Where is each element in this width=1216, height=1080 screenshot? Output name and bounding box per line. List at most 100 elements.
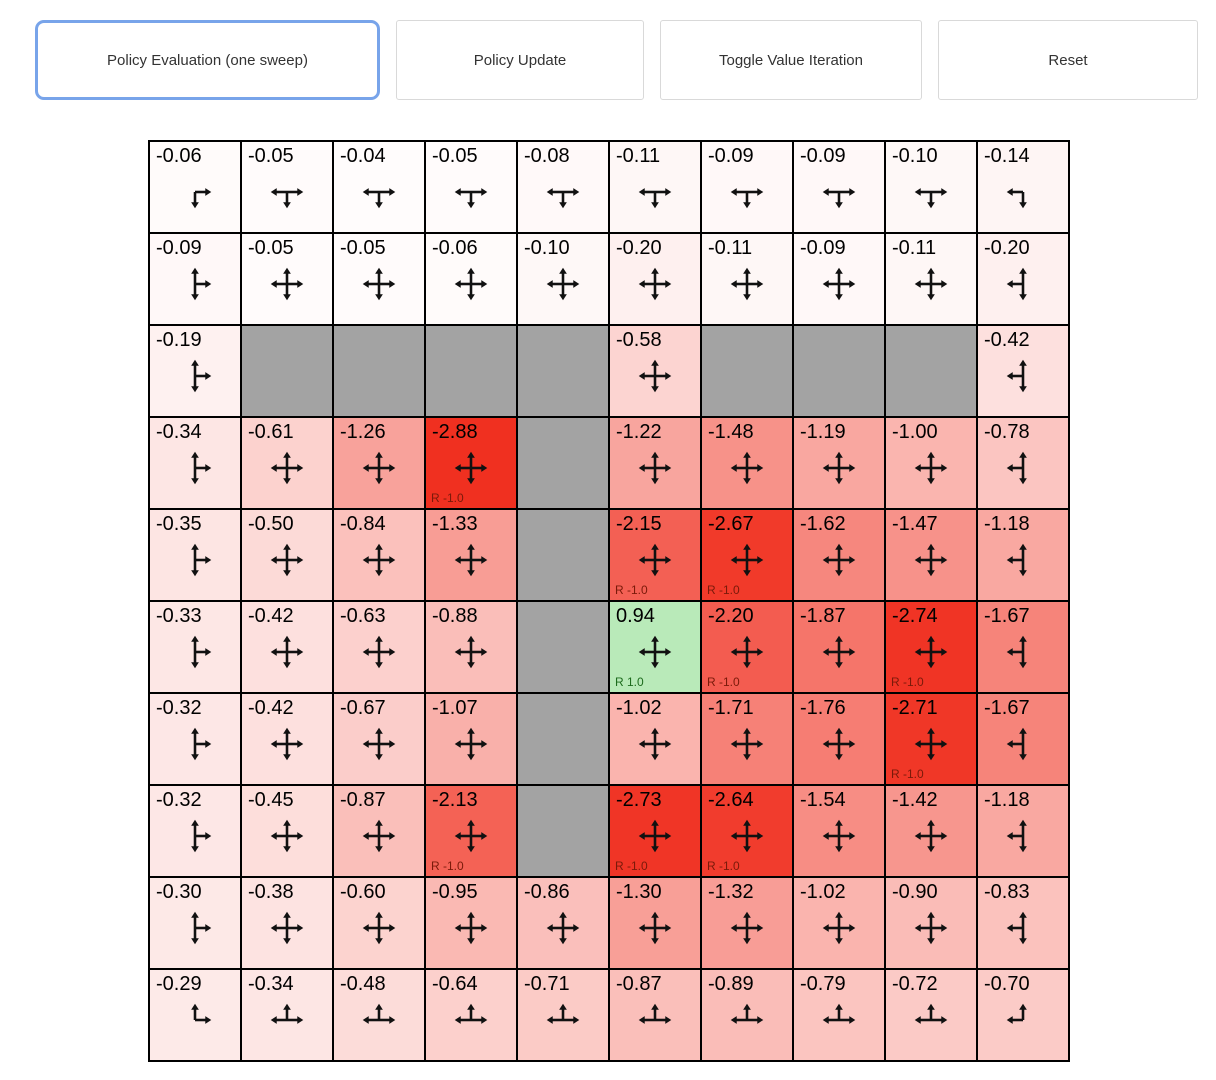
wall-cell — [793, 325, 885, 417]
cell-value: -0.35 — [156, 513, 202, 535]
policy-update-button[interactable]: Policy Update — [396, 20, 644, 100]
grid-cell: -0.14 — [977, 141, 1069, 233]
cell-value: -0.32 — [156, 697, 202, 719]
grid-cell: -1.22 — [609, 417, 701, 509]
policy-arrows-icon — [454, 1003, 488, 1024]
cell-value: -0.11 — [708, 237, 753, 259]
cell-value: -1.71 — [708, 697, 754, 719]
cell-value: -0.45 — [248, 789, 294, 811]
grid-cell: -0.48 — [333, 969, 425, 1061]
policy-arrows-icon — [1006, 1003, 1027, 1024]
grid-cell: -1.00 — [885, 417, 977, 509]
grid-cell: -0.11 — [885, 233, 977, 325]
policy-arrows-icon — [270, 1003, 304, 1024]
policy-arrows-icon — [270, 635, 304, 668]
policy-arrows-icon — [270, 451, 304, 484]
cell-reward-label: R -1.0 — [707, 583, 740, 597]
cell-value: -0.78 — [984, 421, 1030, 443]
cell-value: 0.94 — [616, 605, 655, 627]
grid-cell: -1.07 — [425, 693, 517, 785]
policy-evaluation-button[interactable]: Policy Evaluation (one sweep) — [35, 20, 380, 100]
toggle-value-iteration-button[interactable]: Toggle Value Iteration — [660, 20, 922, 100]
cell-value: -0.06 — [432, 237, 478, 259]
cell-value: -0.32 — [156, 789, 202, 811]
grid-cell: -0.09 — [701, 141, 793, 233]
policy-arrows-icon — [1006, 267, 1027, 300]
cell-value: -0.06 — [156, 145, 202, 167]
cell-value: -1.30 — [616, 881, 662, 903]
grid-cell: -2.71 R -1.0 — [885, 693, 977, 785]
grid-cell: -1.47 — [885, 509, 977, 601]
cell-value: -2.88 — [432, 421, 478, 443]
cell-value: -1.87 — [800, 605, 846, 627]
grid-cell: -1.18 — [977, 509, 1069, 601]
grid-cell: -0.20 — [609, 233, 701, 325]
policy-arrows-icon — [1006, 451, 1027, 484]
grid-cell: -0.19 — [149, 325, 241, 417]
policy-arrows-icon — [546, 187, 580, 208]
policy-arrows-icon — [191, 359, 212, 392]
policy-arrows-icon — [362, 819, 396, 852]
policy-arrows-icon — [822, 727, 856, 760]
policy-arrows-icon — [914, 911, 948, 944]
cell-value: -0.42 — [248, 605, 294, 627]
grid-cell: -0.88 — [425, 601, 517, 693]
grid-cell: -0.06 — [425, 233, 517, 325]
policy-arrows-icon — [362, 451, 396, 484]
grid-cell: -0.95 — [425, 877, 517, 969]
cell-value: -0.50 — [248, 513, 294, 535]
reset-button[interactable]: Reset — [938, 20, 1198, 100]
grid-cell: -1.67 — [977, 693, 1069, 785]
grid-cell: -0.71 — [517, 969, 609, 1061]
cell-value: -0.10 — [524, 237, 570, 259]
cell-value: -0.33 — [156, 605, 202, 627]
cell-value: -1.19 — [800, 421, 846, 443]
policy-arrows-icon — [362, 635, 396, 668]
policy-arrows-icon — [1006, 635, 1027, 668]
toolbar: Policy Evaluation (one sweep) Policy Upd… — [35, 20, 1198, 100]
cell-value: -0.11 — [892, 237, 937, 259]
policy-arrows-icon — [191, 727, 212, 760]
grid-cell: -2.74 R -1.0 — [885, 601, 977, 693]
grid-cell: -1.76 — [793, 693, 885, 785]
cell-value: -0.38 — [248, 881, 294, 903]
cell-value: -0.09 — [800, 145, 846, 167]
cell-value: -0.87 — [340, 789, 386, 811]
grid-cell: -0.72 — [885, 969, 977, 1061]
grid-cell: -1.02 — [793, 877, 885, 969]
grid-cell: -0.29 — [149, 969, 241, 1061]
cell-value: -1.54 — [800, 789, 846, 811]
grid-cell: -0.05 — [241, 233, 333, 325]
policy-arrows-icon — [546, 911, 580, 944]
policy-arrows-icon — [454, 267, 488, 300]
wall-cell — [885, 325, 977, 417]
policy-arrows-icon — [191, 1003, 212, 1024]
cell-value: -0.64 — [432, 973, 478, 995]
policy-arrows-icon — [638, 1003, 672, 1024]
cell-value: -0.87 — [616, 973, 662, 995]
cell-value: -1.67 — [984, 697, 1030, 719]
policy-arrows-icon — [191, 635, 212, 668]
grid-cell: -0.79 — [793, 969, 885, 1061]
grid-cell: -0.20 — [977, 233, 1069, 325]
cell-value: -0.42 — [248, 697, 294, 719]
policy-arrows-icon — [914, 267, 948, 300]
policy-arrows-icon — [454, 819, 488, 852]
policy-arrows-icon — [1006, 187, 1027, 208]
grid-cell: -0.05 — [425, 141, 517, 233]
cell-value: -1.62 — [800, 513, 846, 535]
grid-cell: -1.33 — [425, 509, 517, 601]
cell-reward-label: R 1.0 — [615, 675, 644, 689]
policy-arrows-icon — [822, 1003, 856, 1024]
cell-reward-label: R -1.0 — [431, 491, 464, 505]
policy-arrows-icon — [730, 543, 764, 576]
grid-cell: -1.62 — [793, 509, 885, 601]
grid-cell: -0.09 — [793, 233, 885, 325]
grid-cell: -1.30 — [609, 877, 701, 969]
cell-value: -0.58 — [616, 329, 662, 351]
grid-cell: -1.02 — [609, 693, 701, 785]
grid-cell: -0.89 — [701, 969, 793, 1061]
grid-cell: -0.86 — [517, 877, 609, 969]
cell-value: -0.08 — [524, 145, 570, 167]
cell-value: -0.14 — [984, 145, 1030, 167]
